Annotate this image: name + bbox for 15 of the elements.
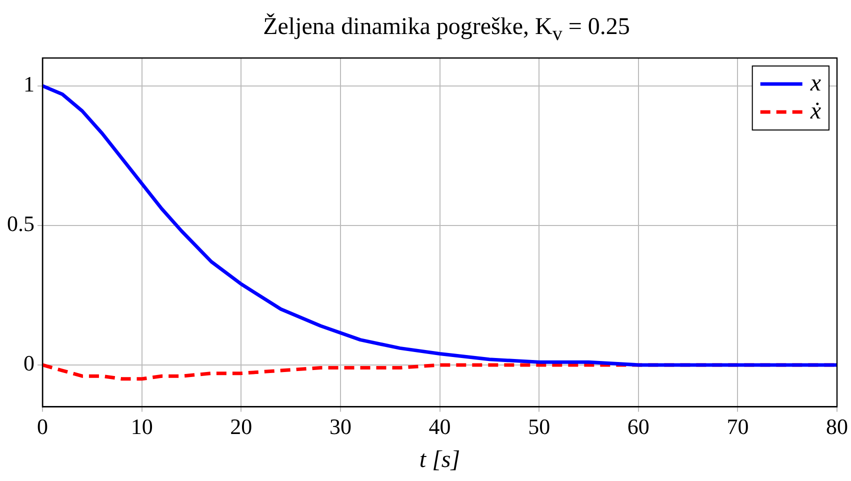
y-tick-label: 0.5 bbox=[7, 211, 34, 236]
x-tick-label: 40 bbox=[428, 414, 451, 439]
x-tick-label: 20 bbox=[230, 414, 252, 439]
legend-label: ẋ bbox=[809, 98, 822, 124]
y-tick-label: 1 bbox=[24, 72, 34, 97]
x-tick-label: 30 bbox=[329, 414, 352, 439]
x-axis-title: t [s] bbox=[419, 446, 460, 473]
x-tick-label: 60 bbox=[627, 414, 650, 439]
x-tick-label: 10 bbox=[130, 414, 153, 439]
chart-title: Željena dinamika pogreške, K$_{v}$ = 0.25 bbox=[262, 14, 631, 46]
legend-label: x bbox=[809, 70, 822, 96]
x-tick-label: 50 bbox=[528, 414, 550, 439]
x-tick-label: 80 bbox=[826, 414, 848, 439]
x-tick-label: 70 bbox=[726, 414, 749, 439]
y-tick-label: 0 bbox=[24, 350, 34, 376]
